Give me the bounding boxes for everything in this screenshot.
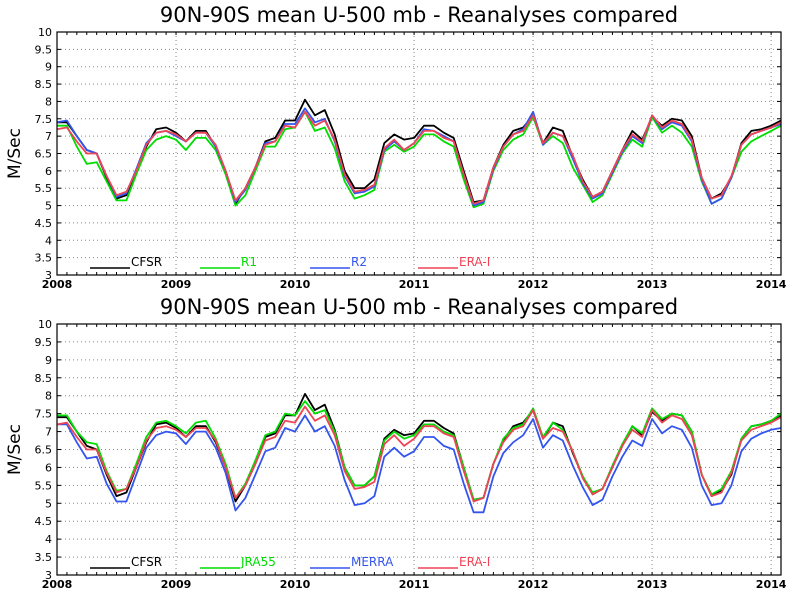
y-tick-label: 8 (45, 390, 52, 403)
series-line-era-i (56, 405, 782, 503)
chart-panel-1: 90N-90S mean U-500 mb - Reanalyses compa… (5, 3, 787, 291)
x-tick-label: 2010 (280, 578, 311, 591)
y-tick-label: 10 (38, 318, 52, 331)
legend-label: JRA55 (240, 555, 276, 569)
legend-label: MERRA (351, 555, 394, 569)
plot-frame (56, 31, 782, 276)
y-tick-label: 5 (45, 497, 52, 510)
y-tick-label: 6 (45, 165, 52, 178)
legend-label: R2 (351, 255, 367, 269)
y-tick-label: 9 (45, 61, 52, 74)
plot-frame (56, 323, 782, 576)
y-tick-label: 3.5 (35, 551, 53, 564)
y-tick-label: 10 (38, 26, 52, 39)
y-tick-label: 8.5 (35, 78, 53, 91)
y-tick-label: 5.5 (35, 182, 53, 195)
x-tick-label: 2014 (756, 278, 787, 291)
y-tick-label: 4 (45, 533, 52, 546)
legend-label: R1 (241, 255, 257, 269)
x-tick-label: 2009 (161, 278, 192, 291)
x-tick-label: 2008 (42, 278, 73, 291)
y-tick-label: 4.5 (35, 515, 53, 528)
y-axis-label: M/Sec (5, 128, 25, 179)
x-tick-label: 2011 (399, 278, 430, 291)
legend-label: ERA-I (459, 555, 490, 569)
y-tick-label: 5 (45, 200, 52, 213)
chart-title: 90N-90S mean U-500 mb - Reanalyses compa… (160, 295, 678, 319)
x-tick-label: 2012 (518, 278, 549, 291)
legend-label: CFSR (131, 555, 162, 569)
y-tick-label: 8.5 (35, 372, 53, 385)
y-tick-label: 3.5 (35, 252, 53, 265)
chart-title: 90N-90S mean U-500 mb - Reanalyses compa… (160, 3, 678, 27)
x-tick-label: 2012 (518, 578, 549, 591)
x-tick-label: 2014 (756, 578, 787, 591)
y-tick-label: 7.5 (35, 113, 53, 126)
series-line-r1 (57, 110, 782, 209)
x-tick-label: 2009 (161, 578, 192, 591)
y-tick-label: 3 (45, 269, 52, 282)
y-tick-label: 6.5 (35, 148, 53, 161)
y-tick-label: 4 (45, 234, 52, 247)
series-line-jra55 (57, 400, 782, 501)
y-axis-label: M/Sec (5, 424, 25, 475)
y-tick-label: 9 (45, 354, 52, 367)
x-tick-label: 2011 (399, 578, 430, 591)
y-tick-label: 6.5 (35, 444, 53, 457)
y-tick-label: 9.5 (35, 336, 53, 349)
legend-label: CFSR (131, 255, 162, 269)
y-tick-label: 3 (45, 569, 52, 582)
x-tick-label: 2013 (637, 578, 668, 591)
y-tick-label: 4.5 (35, 217, 53, 230)
y-tick-label: 6 (45, 461, 52, 474)
y-tick-label: 9.5 (35, 43, 53, 56)
legend-label: ERA-I (459, 255, 490, 269)
chart-panel-2: 90N-90S mean U-500 mb - Reanalyses compa… (5, 295, 787, 591)
y-tick-label: 7 (45, 130, 52, 143)
y-tick-label: 7.5 (35, 408, 53, 421)
x-tick-label: 2010 (280, 278, 311, 291)
series-line-era-i (56, 110, 782, 205)
y-tick-label: 5.5 (35, 479, 53, 492)
x-tick-label: 2008 (42, 578, 73, 591)
series-line-merra (57, 414, 782, 514)
y-tick-label: 8 (45, 95, 52, 108)
series-line-r2 (56, 107, 782, 207)
y-tick-label: 7 (45, 426, 52, 439)
x-tick-label: 2013 (637, 278, 668, 291)
